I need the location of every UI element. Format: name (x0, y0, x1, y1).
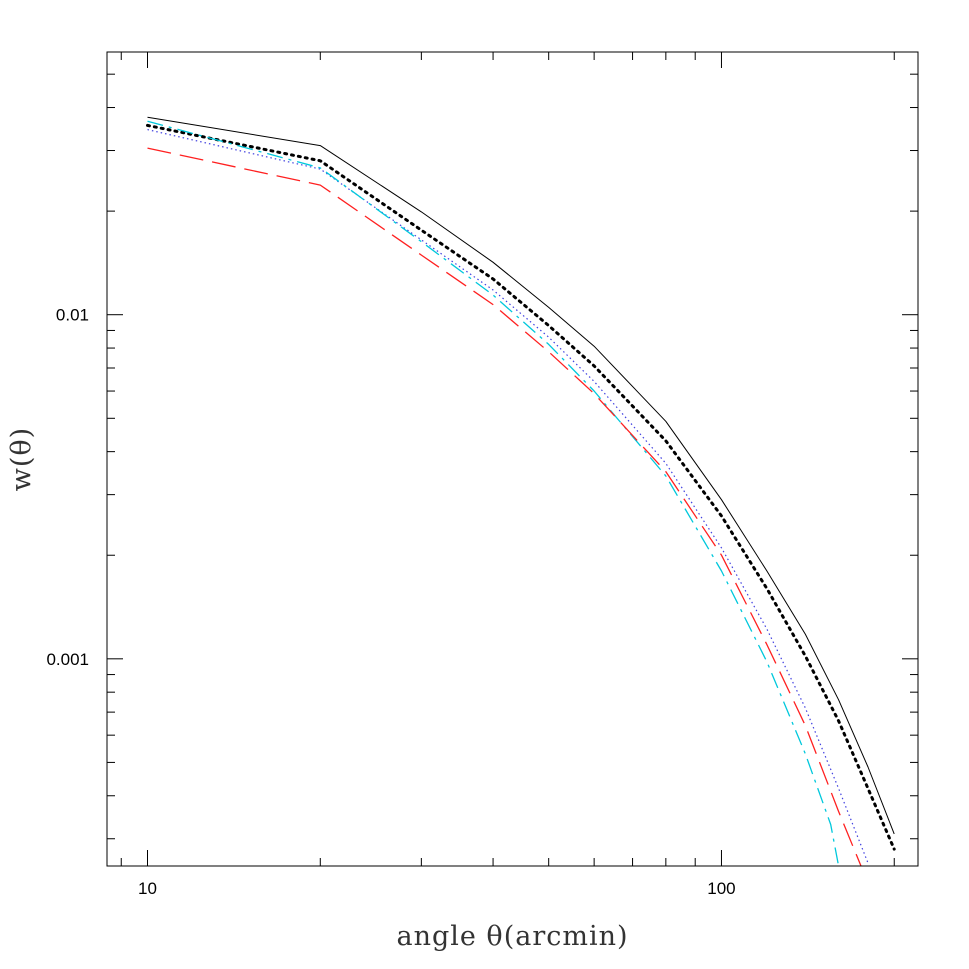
axis-ticks (107, 52, 918, 866)
plot-frame (106, 51, 919, 867)
series-line-dash-dot (147, 120, 840, 866)
series-line-long-dash (147, 147, 862, 866)
tick-labels: 10 100 0.01 0.001 (46, 306, 735, 898)
series-line-dotted (147, 129, 869, 864)
y-axis-title: w(θ) (6, 427, 37, 491)
x-axis-title: angle θ(arcmin) (396, 921, 628, 952)
x-tick-label: 10 (138, 879, 157, 898)
y-tick-label: 0.01 (56, 306, 89, 325)
series-line-dotted-thick (146, 123, 896, 851)
x-tick-label: 100 (707, 879, 735, 898)
series-line-solid (147, 116, 895, 835)
y-tick-label: 0.001 (46, 650, 89, 669)
series-group (146, 116, 896, 866)
